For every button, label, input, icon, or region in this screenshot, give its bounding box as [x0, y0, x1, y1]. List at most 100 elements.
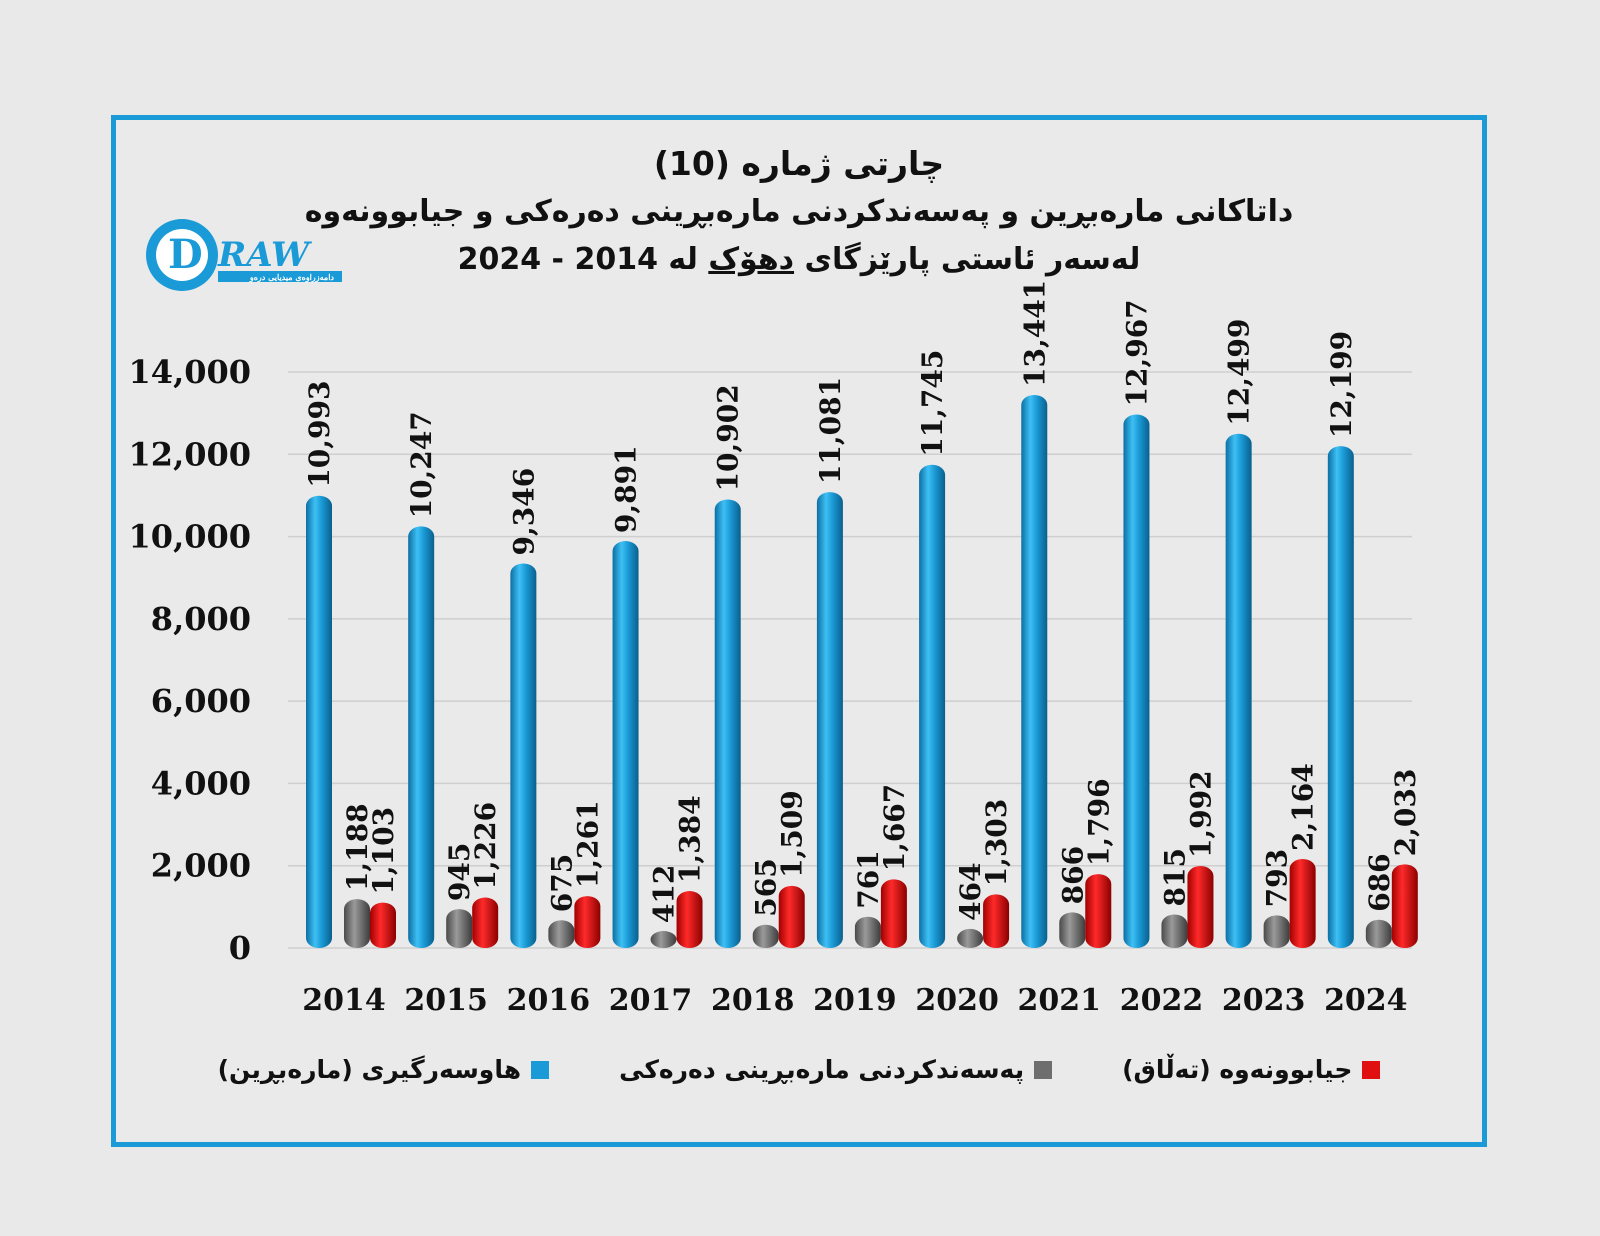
y-tick-label: 8,000 — [151, 600, 251, 638]
bar-marriage — [1327, 446, 1354, 948]
chart-title-block: چارتی ژمارە (10) داتاکانی مارەبڕین و پەس… — [116, 140, 1482, 284]
value-label-marriage: 10,902 — [712, 384, 745, 491]
legend-swatch-foreign — [1034, 1060, 1053, 1079]
legend-item-divorce: جیابوونەوە (تەڵاق) — [1122, 1055, 1381, 1084]
bar-foreign — [1263, 915, 1290, 948]
value-label-divorce: 1,667 — [878, 784, 911, 872]
x-tick-label: 2023 — [1222, 983, 1306, 1018]
value-label-divorce: 1,226 — [469, 802, 502, 890]
bar-divorce — [1289, 858, 1316, 948]
x-tick-label: 2016 — [507, 983, 591, 1018]
value-label-divorce: 2,033 — [1389, 769, 1422, 857]
y-tick-label: 4,000 — [151, 764, 251, 802]
bar-marriage — [1123, 414, 1150, 948]
value-label-foreign: 761 — [852, 850, 885, 908]
bar-marriage — [919, 464, 946, 948]
x-tick-label: 2018 — [711, 983, 795, 1018]
chart-legend: جیابوونەوە (تەڵاق) پەسەندکردنی مارەبڕینی… — [116, 1055, 1482, 1084]
legend-swatch-divorce — [1362, 1060, 1381, 1079]
y-tick-label: 14,000 — [129, 353, 251, 391]
x-tick-label: 2021 — [1018, 983, 1102, 1018]
y-tick-label: 2,000 — [151, 847, 251, 885]
value-label-divorce: 1,303 — [980, 799, 1013, 887]
legend-swatch-marriage — [531, 1060, 550, 1079]
bar-divorce — [472, 897, 499, 948]
legend-label-divorce: جیابوونەوە (تەڵاق) — [1122, 1055, 1353, 1084]
bar-foreign — [957, 928, 984, 948]
value-label-divorce: 1,796 — [1082, 778, 1115, 866]
bar-foreign — [548, 920, 575, 948]
value-label-foreign: 412 — [648, 865, 681, 923]
x-tick-label: 2024 — [1324, 983, 1408, 1018]
value-label-divorce: 1,992 — [1184, 770, 1217, 858]
value-label-divorce: 1,103 — [367, 807, 400, 895]
y-tick-label: 6,000 — [151, 682, 251, 720]
value-label-marriage: 13,441 — [1018, 280, 1051, 387]
bar-marriage — [408, 526, 435, 948]
bar-marriage — [510, 563, 537, 948]
bar-divorce — [370, 902, 396, 948]
value-label-foreign: 565 — [750, 858, 783, 916]
bar-divorce — [1187, 866, 1214, 948]
value-label-foreign: 815 — [1158, 848, 1191, 906]
bar-foreign — [446, 909, 473, 948]
value-label-marriage: 12,499 — [1223, 319, 1256, 426]
bar-marriage — [714, 499, 741, 948]
legend-label-marriage: هاوسەرگیری (مارەبڕین) — [217, 1055, 522, 1084]
value-label-marriage: 11,745 — [916, 350, 949, 457]
x-tick-label: 2020 — [915, 983, 999, 1018]
value-label-divorce: 2,164 — [1287, 763, 1320, 851]
value-label-foreign: 866 — [1056, 846, 1089, 904]
chart-title: چارتی ژمارە (10) — [653, 144, 945, 183]
value-label-marriage: 12,199 — [1325, 331, 1358, 438]
subtitle-prefix: لەسەر ئاستی پارێزگای — [804, 242, 1141, 277]
x-tick-label: 2017 — [609, 983, 693, 1018]
bar-foreign — [854, 916, 881, 948]
y-tick-label: 10,000 — [129, 518, 251, 556]
subtitle-suffix: لە 2014 - 2024 — [457, 242, 698, 277]
bar-marriage — [816, 492, 843, 948]
value-label-marriage: 9,346 — [507, 468, 540, 556]
value-label-foreign: 945 — [443, 843, 476, 901]
chart-subtitle: داتاکانی مارەبڕین و پەسەندکردنی مارەبڕین… — [304, 194, 1294, 229]
value-label-foreign: 464 — [954, 862, 987, 920]
value-label-marriage: 11,081 — [814, 377, 847, 484]
draw-logo: D RAW دامەزراوەی میدیایی درەو — [144, 216, 354, 294]
value-label-foreign: 686 — [1363, 853, 1396, 911]
chart-frame: چارتی ژمارە (10) داتاکانی مارەبڕین و پەس… — [111, 115, 1487, 1147]
bar-divorce — [1391, 864, 1418, 948]
value-label-marriage: 12,967 — [1120, 299, 1153, 406]
chart-subtitle-location: لەسەر ئاستی پارێزگای دهۆک لە 2014 - 2024 — [116, 236, 1482, 284]
bar-marriage — [612, 541, 639, 948]
value-label-divorce: 1,261 — [571, 800, 604, 888]
logo-text: RAW — [217, 235, 312, 275]
bar-foreign — [752, 924, 779, 948]
bar-divorce — [574, 896, 601, 948]
legend-label-foreign: پەسەندکردنی مارەبڕینی دەرەکی — [619, 1055, 1025, 1084]
x-tick-label: 2015 — [404, 983, 488, 1018]
value-label-divorce: 1,509 — [776, 790, 809, 878]
bar-divorce — [983, 894, 1010, 948]
bar-divorce — [778, 885, 805, 948]
x-tick-label: 2019 — [813, 983, 897, 1018]
value-label-marriage: 9,891 — [610, 445, 643, 533]
subtitle-city: دهۆک — [708, 242, 795, 277]
bar-foreign — [650, 931, 677, 948]
x-tick-label: 2014 — [302, 983, 386, 1018]
logo-letter: D — [168, 231, 203, 278]
bar-foreign — [1161, 914, 1188, 948]
bar-foreign — [344, 899, 370, 948]
legend-item-marriage: هاوسەرگیری (مارەبڕین) — [217, 1055, 550, 1084]
value-label-foreign: 793 — [1261, 849, 1294, 907]
bar-foreign — [1059, 912, 1086, 948]
bar-divorce — [676, 891, 703, 948]
bar-marriage — [1225, 433, 1252, 948]
value-label-marriage: 10,247 — [405, 411, 438, 518]
y-tick-label: 0 — [229, 929, 251, 967]
y-tick-label: 12,000 — [129, 435, 251, 473]
value-label-foreign: 1,188 — [341, 803, 374, 891]
bar-divorce — [1085, 874, 1112, 948]
logo-tagline: دامەزراوەی میدیایی درەو — [249, 272, 335, 283]
value-label-divorce: 1,384 — [674, 795, 707, 883]
value-label-marriage: 10,993 — [303, 381, 336, 488]
